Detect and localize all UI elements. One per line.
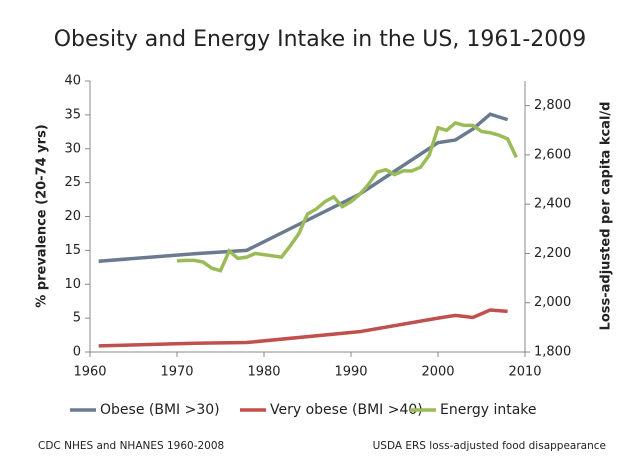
series-line [98,308,508,348]
series-line [176,120,518,273]
y2-tick-label: 2,400 [534,197,571,212]
x-tick-label: 1960 [73,365,106,380]
y-tick-label: 15 [64,243,81,258]
y2-tick-label: 2,000 [534,295,571,310]
y2-tick-label: 2,800 [534,98,571,113]
y2-tick-label: 2,200 [534,246,571,261]
y-tick-label: 35 [64,107,81,122]
y-tick-label: 30 [64,141,81,156]
x-tick-label: 2000 [421,365,454,380]
chart-title: Obesity and Energy Intake in the US, 196… [54,27,587,52]
y-tick-label: 20 [64,209,81,224]
y-tick-label: 10 [64,277,81,292]
legend-label: Energy intake [440,402,537,418]
y2-tick-label: 2,600 [534,147,571,162]
y-tick-label: 25 [64,175,81,190]
y-tick-label: 0 [73,345,81,360]
x-tick-label: 2010 [508,365,541,380]
source-note: USDA ERS loss-adjusted food disappearanc… [373,440,606,452]
legend-label: Obese (BMI >30) [100,402,220,418]
x-tick-label: 1980 [247,365,280,380]
source-note: CDC NHES and NHANES 1960-2008 [38,440,224,452]
y-axis-label: % prevalence (20-74 yrs) [35,124,50,308]
y2-axis-label: Loss-adjusted per capita kcal/d [599,102,614,331]
x-tick-label: 1970 [160,365,193,380]
y-tick-label: 5 [73,311,81,326]
x-tick-label: 1990 [334,365,367,380]
y-tick-label: 40 [64,74,81,89]
y2-tick-label: 1,800 [534,345,571,360]
series-line [98,112,509,263]
legend-label: Very obese (BMI >40) [270,402,423,418]
